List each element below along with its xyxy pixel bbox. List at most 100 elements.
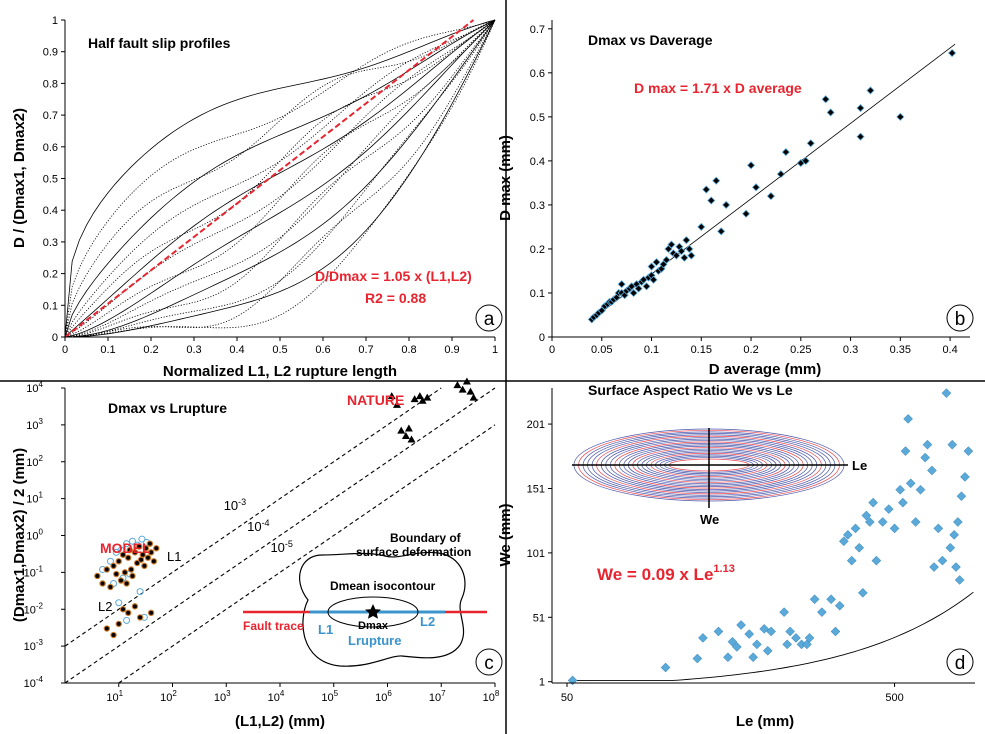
panel-c-model-point: [103, 625, 111, 632]
panel-d-data-point: [782, 639, 793, 650]
panel-a-label: a: [484, 309, 495, 330]
panel-b-data-point: [776, 170, 785, 179]
panel-b-y-tick-label: 0.3: [530, 200, 545, 212]
panel-d-data-point: [842, 530, 853, 540]
panel-c-nature-point: [397, 426, 406, 434]
panel-a-fit-r2: R2 = 0.88: [365, 290, 426, 306]
panel-a: 0 0.1 0.2 0.3 0.4 0.5 0.6 0.7 0.8 0.9 1 0 0.1 0.2 0.3…: [11, 15, 503, 380]
panel-c-model-point: [147, 609, 155, 617]
panel-d-data-point: [692, 653, 703, 664]
panel-b-x-tick-label: 0.3: [843, 344, 858, 356]
panel-d-y-tick-label: 101: [527, 548, 545, 560]
panel-d-data-point: [660, 662, 671, 673]
panel-b-points: [587, 48, 957, 324]
panel-c-nature-point: [387, 392, 396, 400]
panel-d-equation: We = 0.09 x Le1.13: [597, 563, 735, 584]
panel-b-y-tick-label: 0.2: [530, 244, 545, 256]
panel-d-data-point: [905, 478, 916, 489]
panel-b-data-point: [649, 275, 658, 284]
panel-c-model-point: [121, 569, 129, 576]
panel-a-y-ticks: 0 0.1 0.2 0.3 0.4 0.5 0.6 0.7 0.8 0.9 1: [43, 15, 65, 344]
panel-c-nature-point: [466, 387, 475, 395]
panel-a-y-tick-label: 0.9: [43, 47, 58, 59]
panel-b-data-point: [751, 183, 761, 192]
panel-b-label: b: [955, 309, 966, 330]
panel-b-data-point: [647, 262, 656, 271]
panel-d-data-point: [941, 388, 952, 399]
panel-c-y-tick-label: 102: [26, 454, 43, 469]
panel-b-data-point: [866, 86, 875, 95]
panel-c-model-open-point: [123, 540, 131, 548]
panel-c-y-tick-label: 10-4: [24, 675, 44, 690]
panel-a-y-tick-label: 0.5: [43, 174, 58, 186]
panel-c-model-point: [136, 614, 144, 621]
panel-b-xlabel: D average (mm): [709, 361, 822, 378]
panel-c-model-point: [117, 577, 125, 584]
panel-b-data-point: [801, 156, 810, 165]
panel-c-model-open-point: [115, 599, 123, 607]
panel-b-data-point: [766, 192, 776, 201]
panel-c-model-point: [142, 545, 150, 552]
panel-c-nature-point: [404, 424, 413, 432]
panel-d-x-tick-label: 50: [561, 692, 573, 704]
panel-d-label-circle: [946, 648, 974, 676]
panel-a-fit-line: [64, 19, 475, 338]
panel-b-x-tick-label: 0.1: [644, 344, 659, 356]
panel-c-inset-lrupture-label: Lrupture: [348, 633, 401, 648]
panel-c-model-point: [115, 558, 122, 565]
panel-d-data-point: [895, 484, 906, 495]
panel-a-fit-equation: D/Dmax = 1.05 x (L1,L2): [315, 268, 472, 284]
panel-a-x-tick-label: 0.7: [358, 344, 373, 356]
panel-c-model-point: [103, 566, 111, 573]
panel-d-data-point: [834, 600, 845, 611]
panel-c-inset-boundary: [299, 551, 466, 667]
panel-c-x-tick-label: 106: [375, 689, 392, 704]
panel-a-fit-line-path: [64, 19, 475, 338]
panel-d-x-tick-label: 500: [885, 692, 903, 704]
panel-c-model-point: [94, 572, 101, 580]
panel-c-nature-point: [423, 393, 432, 401]
panel-a-y-tick-label: 0.6: [43, 142, 58, 154]
panel-d-inset-le-label: Le: [852, 458, 867, 473]
panel-d-data-point: [963, 446, 974, 456]
panel-c-x-tick-label: 101: [106, 689, 123, 704]
panel-a-profile-line: [64, 19, 496, 338]
panel-a-x-tick-label: 0.2: [143, 344, 158, 356]
panel-d-data-point: [698, 633, 708, 643]
panel-b-x-tick-label: 0.05: [591, 344, 612, 356]
panel-c-x-tick-label: 108: [483, 689, 500, 704]
panel-b-data-point: [746, 161, 756, 170]
panel-a-profile-line: [64, 19, 496, 338]
panel-d-data-point: [910, 517, 921, 527]
panel-b-data-point: [702, 185, 711, 194]
panel-b-data-point: [826, 108, 835, 117]
panel-c-nature-point: [401, 431, 410, 439]
panel-c-reference-label: 10-3: [224, 497, 246, 513]
panel-c-inset-boundary-label-2: surface deformation: [356, 545, 471, 559]
panel-b-data-point: [806, 139, 815, 148]
panel-c-nature-point: [415, 392, 424, 400]
panel-a-x-tick-label: 0.6: [315, 344, 330, 356]
panel-a-profile-line: [64, 19, 496, 338]
panel-d-points: [567, 388, 974, 686]
panel-d-data-point: [871, 555, 882, 566]
panel-a-profile-line: [64, 19, 496, 338]
panel-b-data-point: [652, 258, 661, 267]
panel-c-model-point: [99, 580, 106, 587]
panel-b-x-tick-label: 0.4: [942, 344, 957, 356]
panel-d-data-point: [736, 620, 746, 630]
panel-b-y-tick-label: 0: [539, 332, 545, 344]
panel-c-model-point: [153, 545, 160, 552]
panel-d-data-point: [927, 465, 937, 476]
panel-c: 101 102 103 104 105 106 107 108 10-410-310-210-…: [11, 377, 503, 730]
panel-c-model-point: [125, 609, 132, 617]
panel-b: 0 0.05 0.1 0.15 0.2 0.25 0.3 0.35 0.4 0 0.1 0.2 0.3…: [497, 20, 974, 378]
panel-d-data-point: [752, 639, 762, 650]
panel-b-y-tick-label: 0.1: [530, 288, 545, 300]
panel-c-x-tick-label: 104: [268, 689, 285, 704]
panel-a-profile-line: [64, 19, 496, 338]
panel-c-model-point: [150, 558, 158, 565]
panel-c-inset-isocontour-label: Dmean isocontour: [330, 579, 436, 593]
